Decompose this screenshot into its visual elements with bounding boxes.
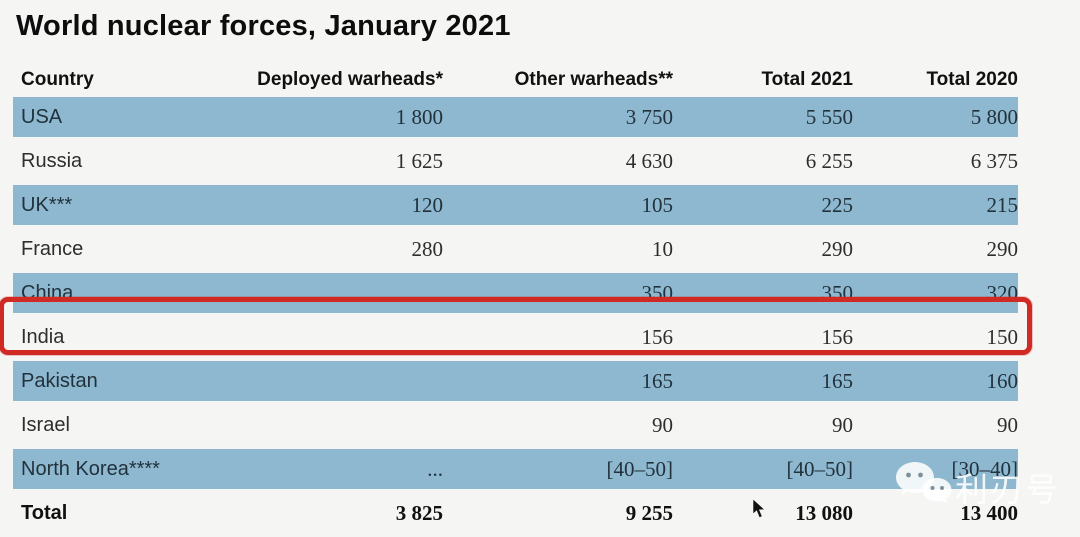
cell-other: 10 <box>652 236 673 261</box>
table-header-row: Country Deployed warheads* Other warhead… <box>13 63 1018 97</box>
watermark: 利刃号 <box>893 458 1060 515</box>
cell-total-2020: 215 <box>986 192 1019 217</box>
cell-total-2020: 290 <box>986 236 1019 261</box>
cell-other: 90 <box>652 412 673 437</box>
cell-total-2021: 350 <box>821 280 854 305</box>
nuclear-forces-table: Country Deployed warheads* Other warhead… <box>0 63 1032 537</box>
cell-deployed: 1 800 <box>395 104 443 129</box>
cell-country: Pakistan <box>21 369 98 392</box>
table-row-china: China 350 350 320 <box>13 273 1018 313</box>
table-row-russia: Russia 1 625 4 630 6 255 6 375 <box>13 141 1018 181</box>
cell-other: 165 <box>641 368 674 393</box>
cell-total-2021: 225 <box>821 192 854 217</box>
mouse-cursor-icon <box>752 499 766 518</box>
wechat-icon <box>893 458 953 515</box>
col-header-other: Other warheads** <box>514 69 673 90</box>
page-title: World nuclear forces, January 2021 <box>16 10 511 42</box>
cell-total-2021: 90 <box>832 412 853 437</box>
table-row-total: Total 3 825 9 255 13 080 13 400 <box>13 493 1018 533</box>
cell-country: Russia <box>21 149 83 172</box>
cell-country: UK*** <box>21 193 73 216</box>
table-row-india: India 156 156 150 <box>13 317 1018 357</box>
table-row-pakistan: Pakistan 165 165 160 <box>13 361 1018 401</box>
table-row-france: France 280 10 290 290 <box>13 229 1018 269</box>
cell-country: USA <box>21 105 63 128</box>
cell-total-2020: 90 <box>997 412 1018 437</box>
cell-deployed: 120 <box>411 192 444 217</box>
cell-country: Israel <box>21 413 70 436</box>
col-header-country: Country <box>21 69 94 90</box>
cell-country: France <box>21 237 84 260</box>
cell-deployed: 3 825 <box>395 500 443 525</box>
table-body: USA 1 800 3 750 5 550 5 800 Russia 1 625 4 630 6… <box>13 97 1018 533</box>
cell-country: North Korea**** <box>21 457 160 480</box>
cell-total-2020: [30–40] <box>951 456 1019 481</box>
cell-other: [40–50] <box>606 456 674 481</box>
watermark-text: 利刃号 <box>955 470 1060 508</box>
cell-total-2021: 165 <box>821 368 854 393</box>
cell-other: 9 255 <box>625 500 673 525</box>
cell-total-2021: [40–50] <box>786 456 854 481</box>
cell-total-2020: 5 800 <box>970 104 1018 129</box>
cell-country: China <box>21 281 74 304</box>
cell-country: Total <box>21 501 68 524</box>
table-row-usa: USA 1 800 3 750 5 550 5 800 <box>13 97 1018 137</box>
cell-other: 3 750 <box>625 104 673 129</box>
cell-deployed: 1 625 <box>395 148 443 173</box>
table-row-north-korea: North Korea****... [40–50] [40–50] [30–40] <box>13 449 1018 489</box>
cell-country: India <box>21 325 65 348</box>
col-header-total-2021: Total 2021 <box>761 69 853 90</box>
cell-total-2021: 13 080 <box>795 500 853 525</box>
cell-total-2021: 290 <box>821 236 854 261</box>
cell-total-2020: 150 <box>986 324 1019 349</box>
cell-other: 350 <box>641 280 674 305</box>
col-header-total-2020: Total 2020 <box>926 69 1018 90</box>
cell-other: 105 <box>641 192 674 217</box>
cell-total-2020: 160 <box>986 368 1019 393</box>
cell-other: 156 <box>641 324 674 349</box>
cell-total-2020: 6 375 <box>970 148 1018 173</box>
cell-deployed: ... <box>427 456 443 481</box>
table-row-uk: UK*** 120 105 225 215 <box>13 185 1018 225</box>
cell-total-2021: 6 255 <box>805 148 853 173</box>
cell-deployed: 280 <box>411 236 444 261</box>
cell-other: 4 630 <box>625 148 673 173</box>
table-row-israel: Israel 90 90 90 <box>13 405 1018 445</box>
cell-total-2021: 156 <box>821 324 854 349</box>
col-header-deployed: Deployed warheads* <box>257 69 443 90</box>
cell-total-2021: 5 550 <box>805 104 853 129</box>
cell-total-2020: 13 400 <box>960 500 1018 525</box>
cell-total-2020: 320 <box>986 280 1019 305</box>
